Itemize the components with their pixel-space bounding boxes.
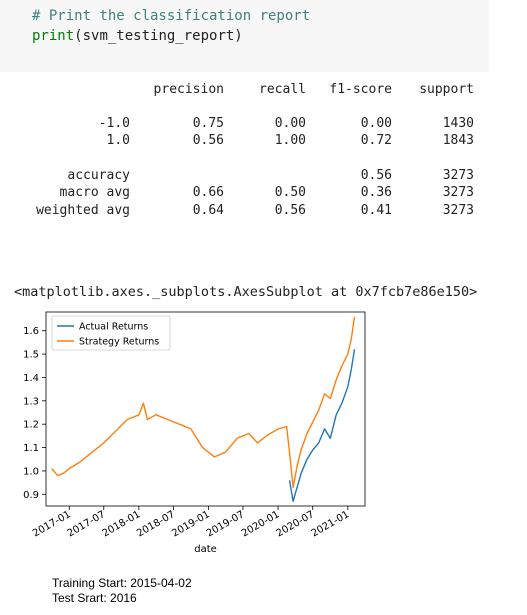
y-tick-label: 1.4 <box>23 373 39 384</box>
report-cell-f1: 0.36 <box>360 185 392 200</box>
test-start-text: Test Srart: 2016 <box>52 591 137 605</box>
x-tick-label: 2020-01 <box>240 509 282 539</box>
report-row-label: macro avg <box>59 185 130 200</box>
y-tick-label: 1.1 <box>23 443 39 454</box>
report-header-support: support <box>419 82 474 97</box>
report-cell-recall: 0.56 <box>274 203 306 218</box>
code-builtin-print: print <box>32 28 75 44</box>
training-start-text: Training Start: 2015-04-02 <box>52 576 192 590</box>
series-line-0 <box>288 349 356 502</box>
report-header-recall: recall <box>259 82 306 97</box>
axes-repr-text: <matplotlib.axes._subplots.AxesSubplot a… <box>14 284 478 300</box>
y-tick-label: 0.9 <box>23 490 39 501</box>
x-tick-label: 2017-01 <box>31 509 73 539</box>
report-cell-support: 1843 <box>442 133 474 148</box>
y-tick-label: 1.5 <box>23 350 39 361</box>
report-row-label: accuracy <box>67 168 130 183</box>
y-tick-label: 1.3 <box>23 396 39 407</box>
report-cell-support: 3273 <box>442 185 474 200</box>
report-cell-f1: 0.72 <box>360 133 392 148</box>
x-tick-label: 2017-07 <box>66 509 108 539</box>
report-cell-precision: 0.64 <box>192 203 224 218</box>
classification-report: precision recall f1-score support -1.0 0… <box>0 76 489 236</box>
report-cell-precision: 0.75 <box>192 116 224 131</box>
report-cell-f1: 0.56 <box>360 168 392 183</box>
x-tick-label: 2019-07 <box>205 509 247 539</box>
x-tick-label: 2020-07 <box>275 509 317 539</box>
y-tick-label: 1.2 <box>23 420 39 431</box>
code-argument: (svm_testing_report) <box>74 28 243 44</box>
x-tick-label: 2021-01 <box>310 509 352 539</box>
report-cell-support: 1430 <box>442 116 474 131</box>
legend-label-1: Strategy Returns <box>79 337 159 348</box>
legend-box <box>51 315 171 351</box>
x-tick-label: 2018-01 <box>101 509 143 539</box>
report-cell-recall: 0.50 <box>274 185 306 200</box>
x-tick-label: 2019-01 <box>170 509 212 539</box>
x-axis-label: date <box>194 544 217 555</box>
legend-label-0: Actual Returns <box>79 322 148 333</box>
x-tick-label: 2018-07 <box>135 509 177 539</box>
code-cell[interactable]: # Print the classification report print(… <box>0 0 489 72</box>
series-line-1 <box>51 316 356 488</box>
code-statement: print(svm_testing_report) <box>32 28 243 44</box>
report-cell-precision: 0.66 <box>192 185 224 200</box>
y-tick-label: 1.0 <box>23 466 39 477</box>
code-comment: # Print the classification report <box>32 8 311 24</box>
report-cell-recall: 0.00 <box>274 116 306 131</box>
report-row-label: 1.0 <box>106 133 130 148</box>
report-header-precision: precision <box>153 82 224 97</box>
report-cell-precision: 0.56 <box>192 133 224 148</box>
report-cell-support: 3273 <box>442 168 474 183</box>
report-row-label: weighted avg <box>36 203 130 218</box>
returns-chart: 0.9 1.0 1.1 1.2 1.3 1.4 1.5 1.6 2017-01 2017-07 20… <box>0 302 400 562</box>
report-header-f1: f1-score <box>329 82 392 97</box>
y-tick-label: 1.6 <box>23 326 39 337</box>
report-cell-support: 3273 <box>442 203 474 218</box>
report-cell-f1: 0.00 <box>360 116 392 131</box>
returns-chart-svg: 0.91.01.11.21.31.41.51.62017-012017-0720… <box>23 311 366 555</box>
report-row-label: -1.0 <box>98 116 130 131</box>
report-cell-recall: 1.00 <box>274 133 306 148</box>
report-cell-f1: 0.41 <box>360 203 392 218</box>
